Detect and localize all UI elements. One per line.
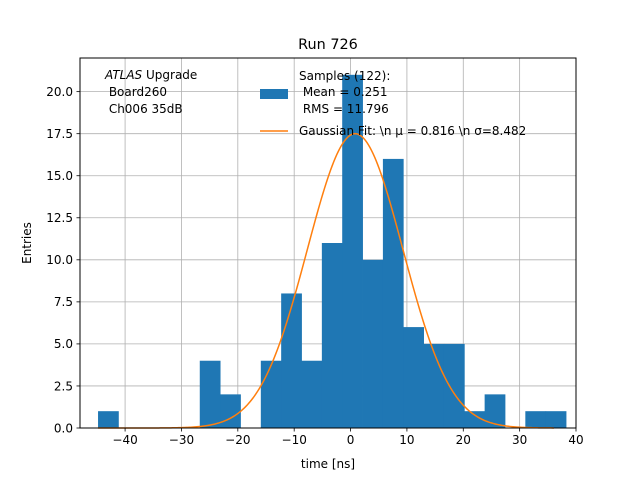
histogram-bar: [403, 327, 424, 428]
histogram-bar: [382, 158, 404, 428]
plot-frame: [79, 57, 577, 429]
y-tick-label: 15.0: [46, 169, 73, 183]
histogram-bar: [342, 74, 363, 429]
y-axis-label: Entries: [20, 222, 34, 264]
y-tick-label: 17.5: [46, 127, 73, 141]
histogram-bar: [260, 360, 282, 428]
x-tick-label: −10: [282, 433, 307, 447]
svg-text:ATLAS Upgrade: ATLAS Upgrade: [104, 68, 197, 82]
histogram-bar: [220, 394, 241, 428]
legend-fit-label: Gaussian Fit: \n μ = 0.816 \n σ=8.482: [299, 124, 526, 138]
histogram-bar: [443, 343, 465, 428]
histogram-bar: [199, 360, 221, 428]
histogram-bar: [98, 411, 119, 428]
x-axis-label: time [ns]: [301, 457, 355, 471]
histogram-bar: [301, 360, 323, 428]
y-tick-label: 2.5: [54, 379, 73, 393]
histogram-bar: [525, 411, 547, 428]
x-tick-label: 30: [512, 433, 527, 447]
histogram-bars: [98, 74, 567, 429]
y-tick-label: 0.0: [54, 421, 73, 435]
histogram-bar: [484, 394, 506, 428]
legend-samples-line-1: Samples (122):: [299, 69, 390, 83]
x-tick-label: −30: [169, 433, 194, 447]
x-tick-label: 10: [399, 433, 414, 447]
chart-title: Run 726: [298, 37, 358, 53]
upgrade-label: Upgrade: [142, 68, 197, 82]
x-tick-label: −40: [112, 433, 137, 447]
histogram-bar: [423, 343, 445, 428]
legend-samples-line-3: RMS = 11.796: [299, 102, 389, 116]
legend-samples-line-2: Mean = 0.251: [299, 85, 388, 99]
legend: Samples (122): Mean = 0.251 RMS = 11.796…: [260, 69, 526, 138]
x-tick-label: 0: [347, 433, 355, 447]
x-tick-label: 20: [456, 433, 471, 447]
x-tick-label: 40: [568, 433, 583, 447]
x-tick-label: −20: [225, 433, 250, 447]
atlas-label: ATLAS: [104, 68, 143, 82]
y-tick-label: 10.0: [46, 253, 73, 267]
histogram-bar: [362, 259, 384, 428]
atlas-annotation: ATLAS Upgrade Board260 Ch006 35dB: [104, 68, 197, 116]
histogram-bar: [321, 243, 343, 428]
x-axis-ticks: −40 −30 −20 −10 0 10 20 30 40: [112, 428, 584, 447]
y-tick-label: 5.0: [54, 337, 73, 351]
legend-histogram-swatch: [260, 89, 288, 99]
y-axis-ticks: 0.0 2.5 5.0 7.5 10.0 12.5 15.0 17.5 20.0: [46, 85, 80, 435]
histogram-bar: [281, 293, 302, 428]
histogram-bar: [545, 411, 567, 428]
y-tick-label: 20.0: [46, 85, 73, 99]
y-tick-label: 12.5: [46, 211, 73, 225]
histogram-bar: [464, 411, 486, 428]
board-label: Board260: [105, 85, 167, 99]
channel-label: Ch006 35dB: [105, 102, 183, 116]
y-tick-label: 7.5: [54, 295, 73, 309]
